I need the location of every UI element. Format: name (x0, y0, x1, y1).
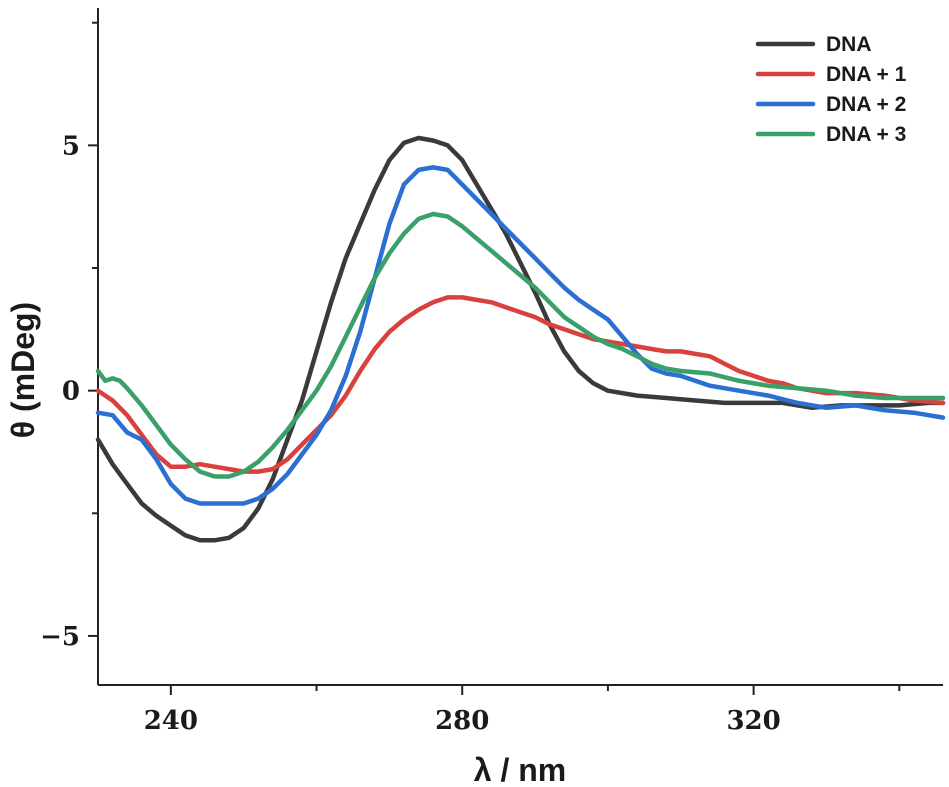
series-line-dna (95, 135, 946, 543)
x-tick-label: 280 (435, 706, 489, 736)
legend-label-dna-2: DNA + 2 (826, 93, 906, 116)
series-line-dna-1 (95, 295, 946, 474)
x-tick-label: 320 (726, 706, 780, 736)
x-tick-label: 240 (144, 706, 198, 736)
series-line-dna-2 (95, 165, 946, 506)
axes-group (88, 8, 943, 695)
y-tick-label: −5 (40, 622, 80, 652)
legend-label-dna-1: DNA + 1 (826, 63, 907, 86)
legend: DNA DNA + 1 DNA + 2 DNA + 3 (755, 33, 907, 146)
y-tick-label: 0 (62, 377, 80, 407)
y-tick-label: 5 (62, 131, 80, 161)
x-axis-title: λ / nm (474, 752, 566, 787)
legend-label-dna-3: DNA + 3 (826, 123, 906, 146)
y-axis-title: θ (mDeg) (5, 302, 41, 438)
tick-labels-group: 240 280 320 −5 0 5 (40, 131, 781, 736)
series-group (95, 135, 946, 543)
series-line-dna-3 (95, 211, 946, 479)
legend-label-dna: DNA (826, 33, 872, 56)
